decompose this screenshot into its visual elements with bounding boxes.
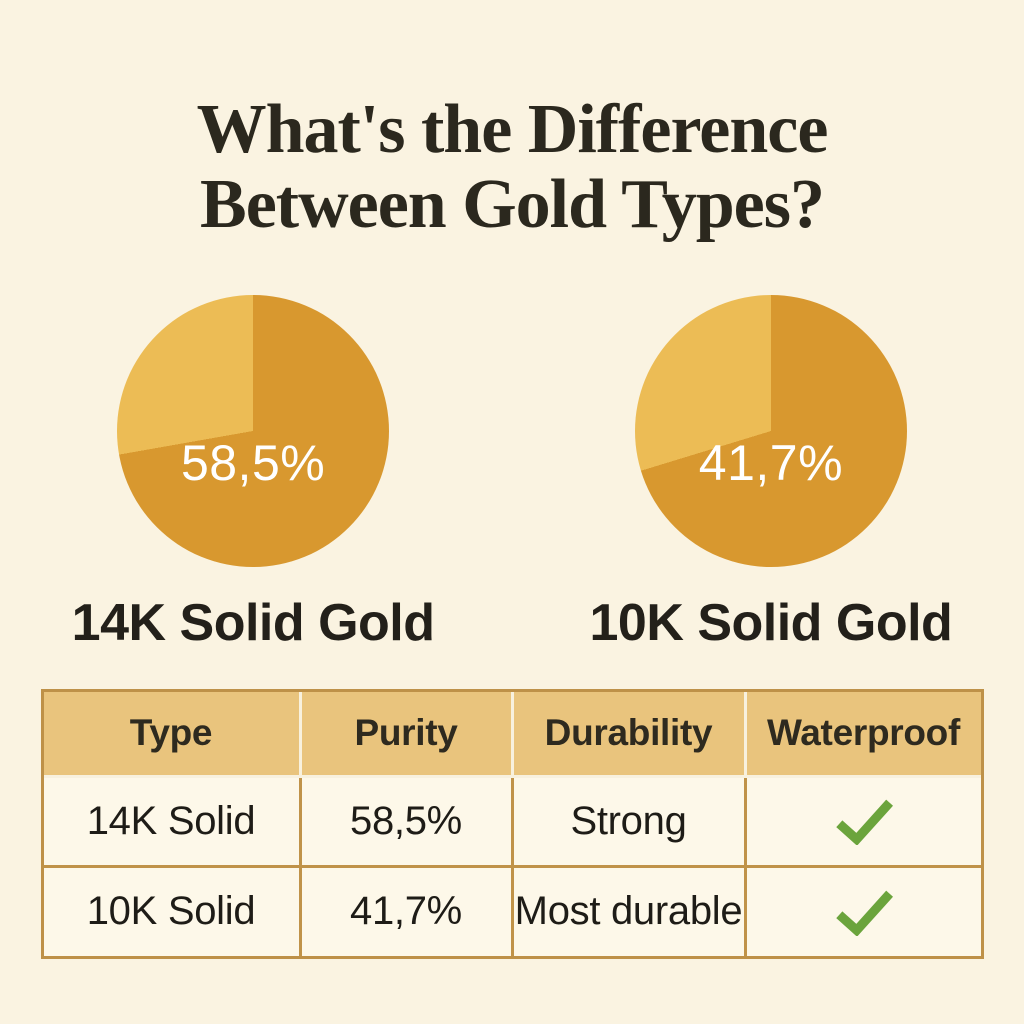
- pie-value-label-14k: 58,5%: [180, 435, 326, 492]
- pie-group-10k: 41,7% 10K Solid Gold: [589, 294, 953, 653]
- column-header-durability: Durability: [513, 691, 747, 778]
- pie-charts-row: 58,5% 14K Solid Gold 41,7% 10K Solid Gol…: [0, 294, 1024, 653]
- checkmark-icon: [832, 888, 896, 936]
- cell-14k-type: 14K Solid: [43, 777, 302, 868]
- cell-14k-durability: Strong: [513, 777, 747, 868]
- cell-14k-waterproof: [746, 778, 981, 868]
- page-title: What's the Difference Between Gold Types…: [0, 47, 1024, 243]
- column-header-waterproof: Waterproof: [746, 691, 981, 778]
- pie-caption-14k: 14K Solid Gold: [71, 593, 435, 652]
- checkmark-icon: [832, 797, 896, 846]
- pie-value-label-10k: 41,7%: [698, 435, 844, 492]
- pie-chart-14k: 58,5%: [117, 294, 390, 567]
- cell-10k-type: 10K Solid: [44, 867, 302, 956]
- cell-10k-waterproof: [747, 868, 981, 956]
- pie-group-14k: 58,5% 14K Solid Gold: [71, 294, 435, 653]
- title-line-1: What's the Difference: [196, 90, 829, 168]
- comparison-table: Type Purity Durability Waterproof 14K So…: [40, 688, 984, 959]
- pie-caption-10k: 10K Solid Gold: [589, 593, 953, 652]
- cell-14k-purity: 58,5%: [301, 777, 514, 868]
- cell-10k-purity: 41,7%: [302, 867, 514, 956]
- pie-chart-10k: 41,7%: [634, 294, 907, 567]
- cell-10k-durability: Most durable: [514, 867, 747, 956]
- column-header-type: Type: [43, 691, 302, 778]
- title-line-2: Between Gold Types?: [200, 165, 825, 243]
- column-header-purity: Purity: [301, 691, 514, 778]
